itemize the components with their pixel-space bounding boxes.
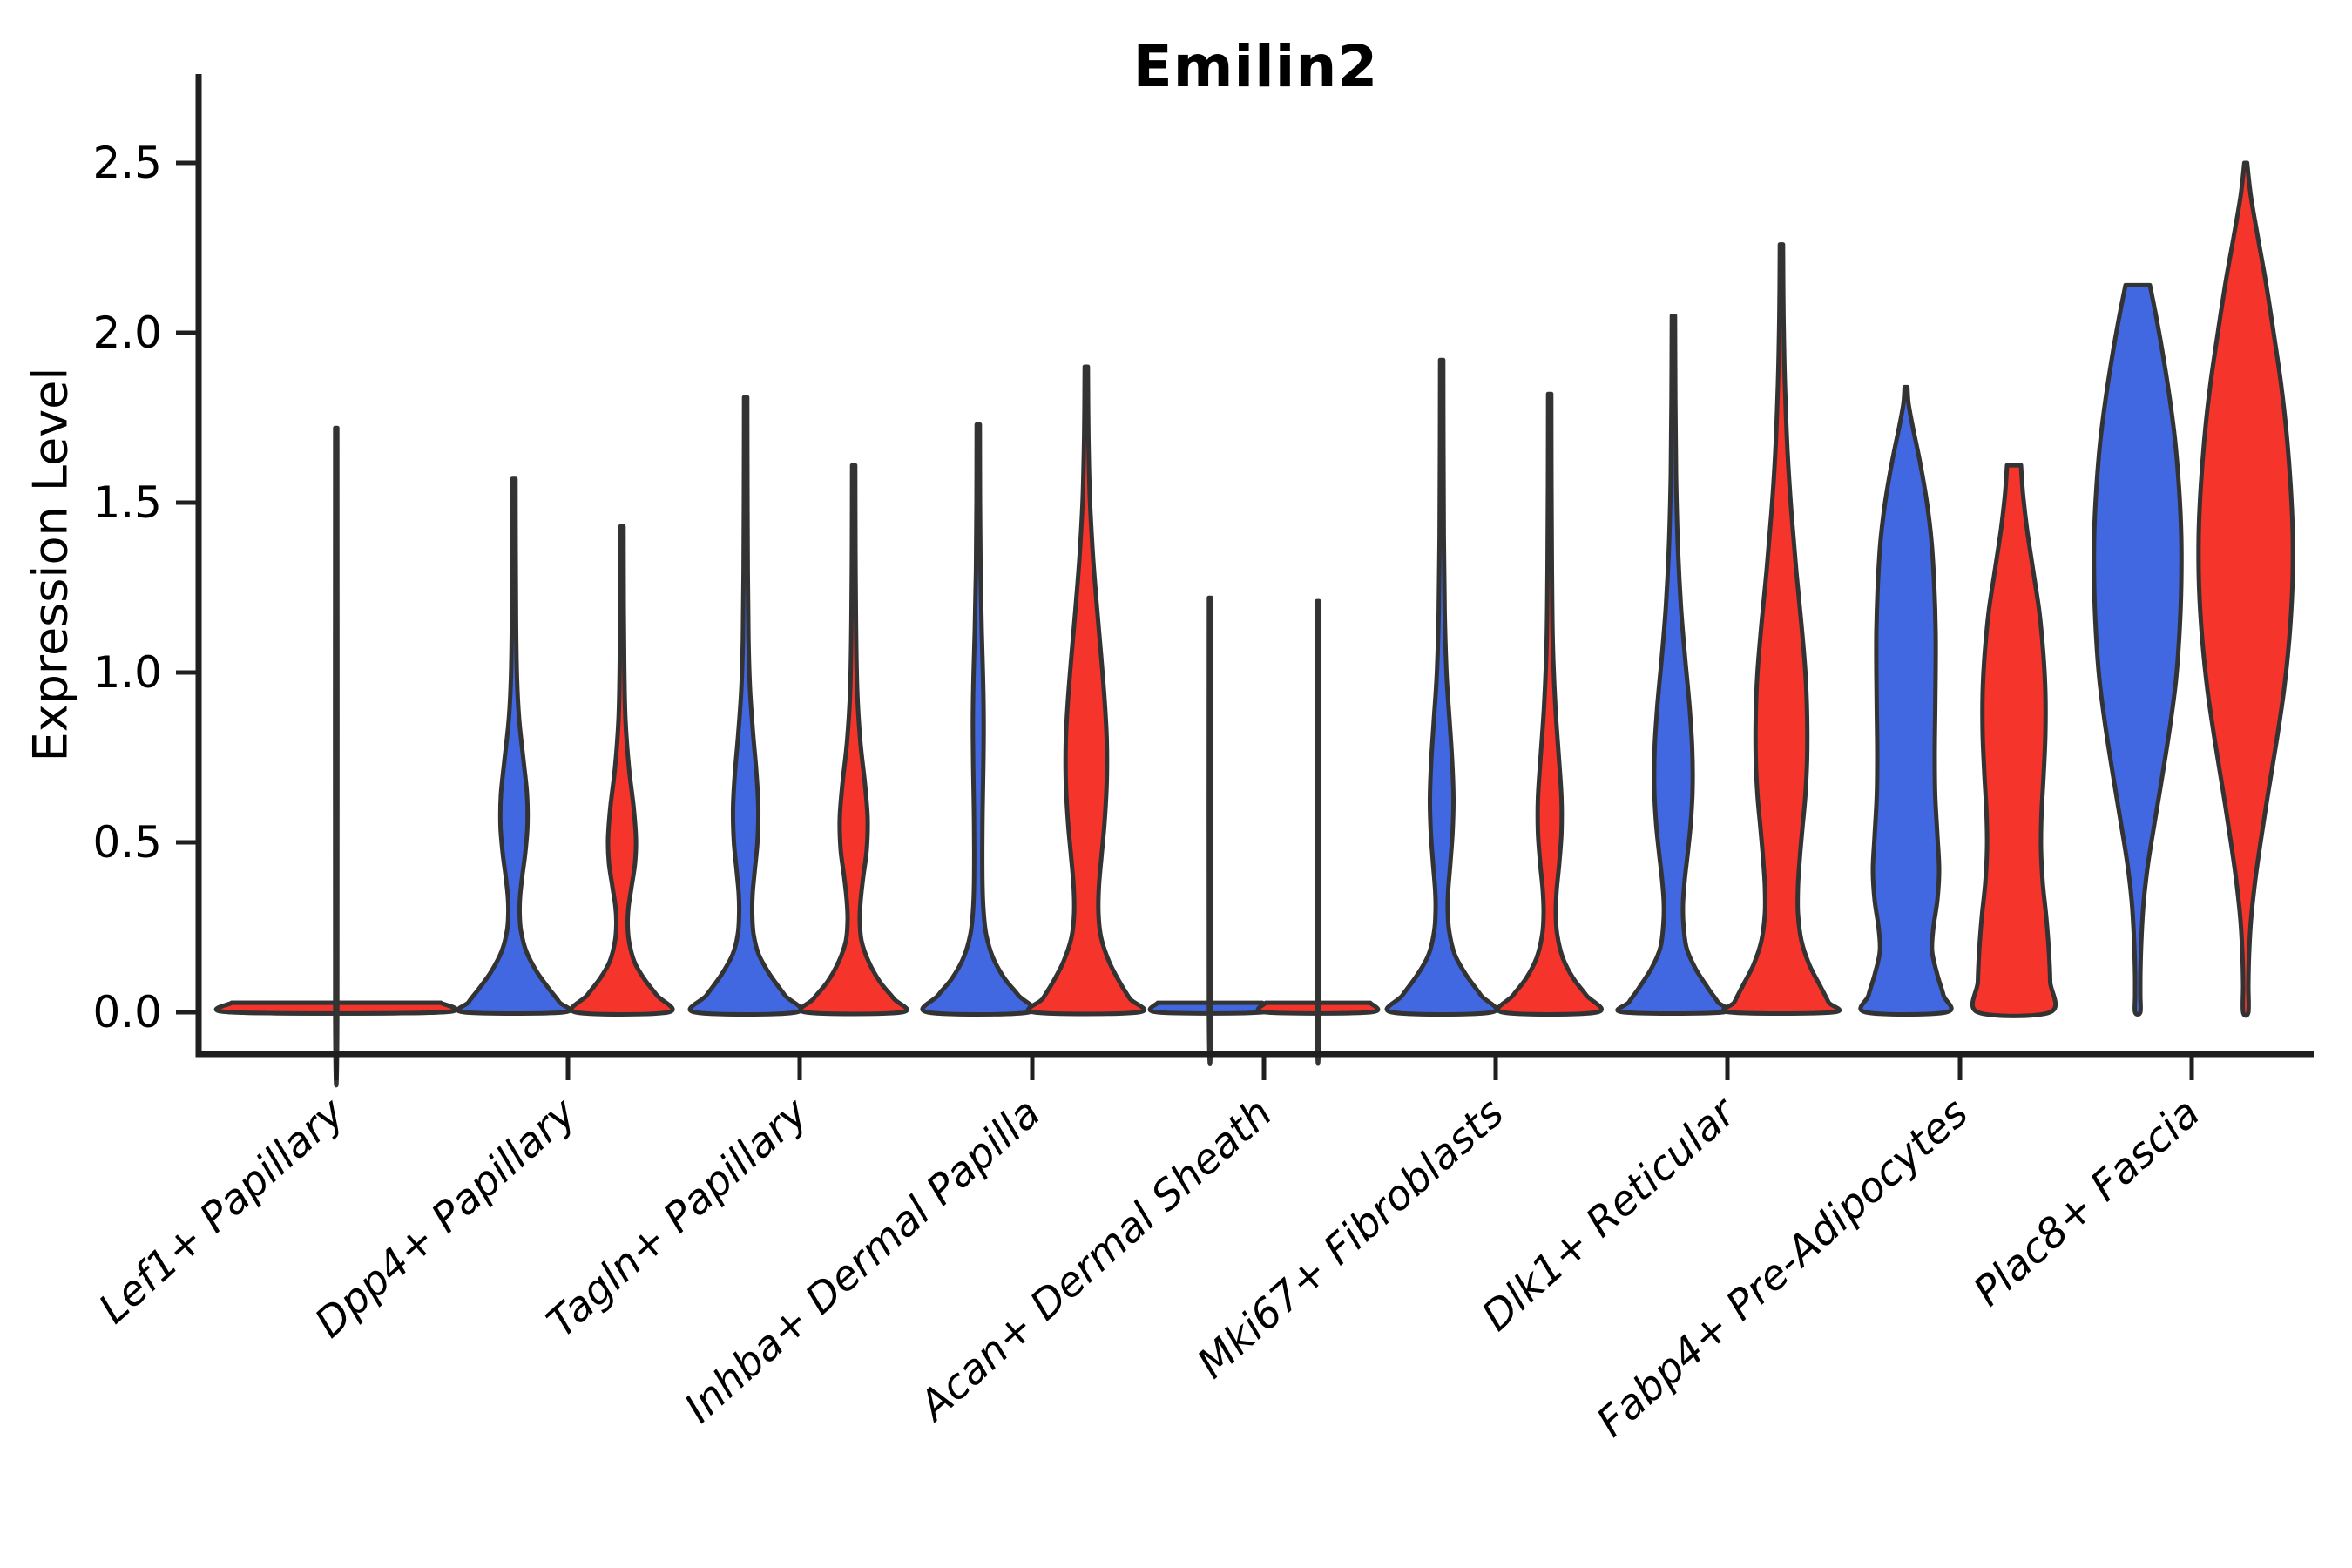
y-tick-label: 0.5 xyxy=(92,817,162,868)
x-tick-label: Fabp4+ Pre-Adipocytes xyxy=(1588,1089,1977,1446)
violin-group1-mki67 xyxy=(1384,357,1499,1017)
violin-group1-dlk1 xyxy=(1615,314,1732,1016)
violin-group2-mki67 xyxy=(1495,391,1605,1017)
violin-group1-lef1 xyxy=(333,425,340,1088)
violin-group1-plac8 xyxy=(2092,282,2184,1017)
y-tick-label: 1.5 xyxy=(92,477,162,528)
chart-title: Emilin2 xyxy=(1132,33,1379,100)
x-tick-label: Dlk1+ Reticular xyxy=(1473,1087,1747,1341)
y-tick-label: 0.0 xyxy=(92,987,162,1037)
violin-group1-dpp4 xyxy=(456,476,572,1016)
violin-group1-fabp4 xyxy=(1858,384,1954,1017)
violin-group2-inhba xyxy=(1025,364,1147,1017)
violin-group2-dpp4 xyxy=(569,524,675,1017)
violin-group2-acan xyxy=(1315,598,1321,1066)
violin-group2-fabp4 xyxy=(1970,463,2058,1018)
y-tick-label: 1.0 xyxy=(92,647,162,698)
violin-group1-tagln xyxy=(687,395,804,1017)
violin-group2-plac8 xyxy=(2196,160,2295,1018)
y-tick-label: 2.0 xyxy=(92,308,162,358)
x-tick-label: Plac8+ Fascia xyxy=(1964,1089,2209,1316)
violin-group2-dlk1 xyxy=(1720,242,1842,1016)
y-tick-label: 2.5 xyxy=(92,138,162,188)
violin-group2-tagln xyxy=(798,463,909,1017)
x-tick-label: Lef1+ Papillary xyxy=(90,1088,355,1333)
violin-group1-acan xyxy=(1206,595,1213,1066)
violin-group1-inhba xyxy=(920,422,1037,1017)
